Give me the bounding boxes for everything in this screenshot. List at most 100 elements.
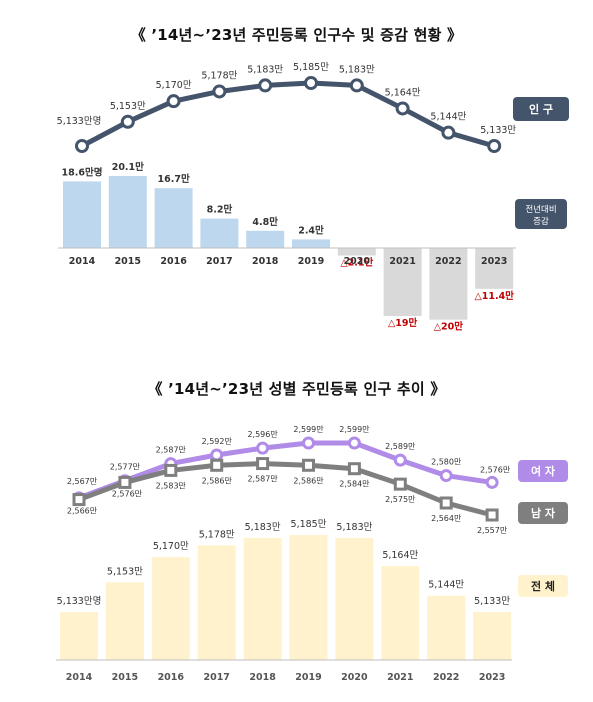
total-bar <box>473 612 512 660</box>
total-bar <box>289 535 328 660</box>
population-data-label: 5,144만 <box>430 112 466 123</box>
population-data-label: 5,170만 <box>156 80 192 91</box>
total-data-label: 5,133만 <box>474 596 510 607</box>
change-bar <box>475 248 514 289</box>
total-bar <box>60 612 98 660</box>
change-data-label: 18.6만명 <box>62 166 103 178</box>
male-data-label: 2,576만 <box>112 489 143 498</box>
x-tick-label: 2021 <box>389 256 415 267</box>
population-data-label: 5,183만 <box>247 64 283 75</box>
change-bar <box>63 181 101 248</box>
male-data-label: 2,575만 <box>385 495 416 504</box>
legend-male-label: 남 자 <box>531 506 556 520</box>
change-data-label: △20만 <box>434 321 464 333</box>
total-bar <box>105 582 144 660</box>
female-point <box>393 453 407 467</box>
x-tick-label: 2019 <box>298 256 324 267</box>
population-point <box>166 94 181 109</box>
male-point <box>256 457 270 471</box>
change-bar <box>246 230 285 248</box>
total-bar <box>427 595 466 660</box>
change-data-label: 8.2만 <box>207 204 233 216</box>
male-point <box>393 477 407 491</box>
population-point <box>441 125 456 140</box>
x-tick-label: 2016 <box>158 672 185 683</box>
x-tick-label: 2016 <box>160 256 187 267</box>
x-tick-label: 2022 <box>435 256 461 267</box>
legend-population-badge <box>513 97 569 121</box>
population-point <box>120 114 135 129</box>
population-point <box>304 76 318 90</box>
legend-total-badge <box>518 575 568 597</box>
x-tick-label: 2023 <box>479 672 505 683</box>
male-data-label: 2,586만 <box>202 476 233 485</box>
male-data-label: 2,587만 <box>247 475 278 484</box>
legend-female-badge <box>518 460 568 482</box>
change-bar <box>383 248 422 317</box>
change-data-label: 4.8만 <box>252 216 278 228</box>
population-data-label: 5,178만 <box>201 70 237 81</box>
total-data-label: 5,185만 <box>291 519 327 530</box>
total-data-label: 5,183만 <box>336 522 372 533</box>
change-bar <box>200 218 239 248</box>
population-point <box>395 101 410 116</box>
change-data-label: △11.4만 <box>474 290 514 302</box>
female-data-label: 2,587만 <box>156 446 187 455</box>
population-data-label: 5,153만 <box>110 101 146 112</box>
total-bar <box>243 537 282 660</box>
legend-change-badge <box>515 199 567 229</box>
population-data-label: 5,133만 <box>480 125 516 136</box>
x-tick-label: 2018 <box>252 256 279 267</box>
female-point <box>210 448 224 462</box>
female-data-label: 2,580만 <box>431 458 462 467</box>
population-point <box>75 139 89 153</box>
population-point <box>258 78 273 93</box>
change-data-label: △19만 <box>388 317 418 329</box>
x-tick-label: 2023 <box>481 256 507 267</box>
legend-population-label: 인 구 <box>529 102 553 116</box>
female-point <box>485 475 499 489</box>
male-point <box>118 475 132 489</box>
male-line <box>78 461 493 518</box>
legend-male-badge <box>518 502 568 524</box>
male-point <box>164 463 178 477</box>
female-data-label: 2,577만 <box>110 463 141 472</box>
change-bar <box>292 239 330 248</box>
total-data-label: 5,178만 <box>199 529 235 540</box>
x-tick-label: 2015 <box>112 672 138 683</box>
population-line <box>80 80 495 149</box>
change-data-label: 20.1만 <box>112 161 144 173</box>
x-tick-label: 2017 <box>203 672 229 683</box>
female-data-label: 2,599만 <box>293 425 324 434</box>
population-point <box>212 84 227 99</box>
x-tick-label: 2022 <box>433 672 459 683</box>
x-tick-label: 2020 <box>344 256 371 267</box>
population-point <box>487 139 502 153</box>
male-data-label: 2,557만 <box>477 526 508 535</box>
x-tick-label: 2017 <box>206 256 232 267</box>
population-point <box>349 78 364 93</box>
female-point <box>256 441 270 455</box>
x-tick-label: 2014 <box>69 256 96 267</box>
male-data-label: 2,584만 <box>339 480 370 489</box>
male-data-label: 2,566만 <box>67 507 98 516</box>
x-tick-label: 2014 <box>66 672 93 683</box>
male-point <box>347 462 361 476</box>
x-tick-label: 2019 <box>295 672 321 683</box>
change-data-label: △2.1만 <box>340 257 373 269</box>
female-data-label: 2,596만 <box>247 430 278 439</box>
female-data-label: 2,589만 <box>385 442 416 451</box>
x-tick-label: 2018 <box>249 672 276 683</box>
female-point <box>439 469 453 483</box>
chart-title-gender: 《 ’14년~’23년 성별 주민등록 인구 추이 》 <box>147 380 446 398</box>
change-bar <box>429 248 468 320</box>
legend-change-label-line1: 전년대비 <box>525 204 556 215</box>
male-data-label: 2,586만 <box>293 476 324 485</box>
legend-female-label: 여 자 <box>531 464 556 478</box>
legend-total-label: 전 체 <box>531 579 555 593</box>
change-data-label: 2.4만 <box>298 224 324 236</box>
male-point <box>210 458 224 472</box>
population-data-label: 5,183만 <box>339 64 375 75</box>
population-data-label: 5,133만명 <box>57 116 102 127</box>
